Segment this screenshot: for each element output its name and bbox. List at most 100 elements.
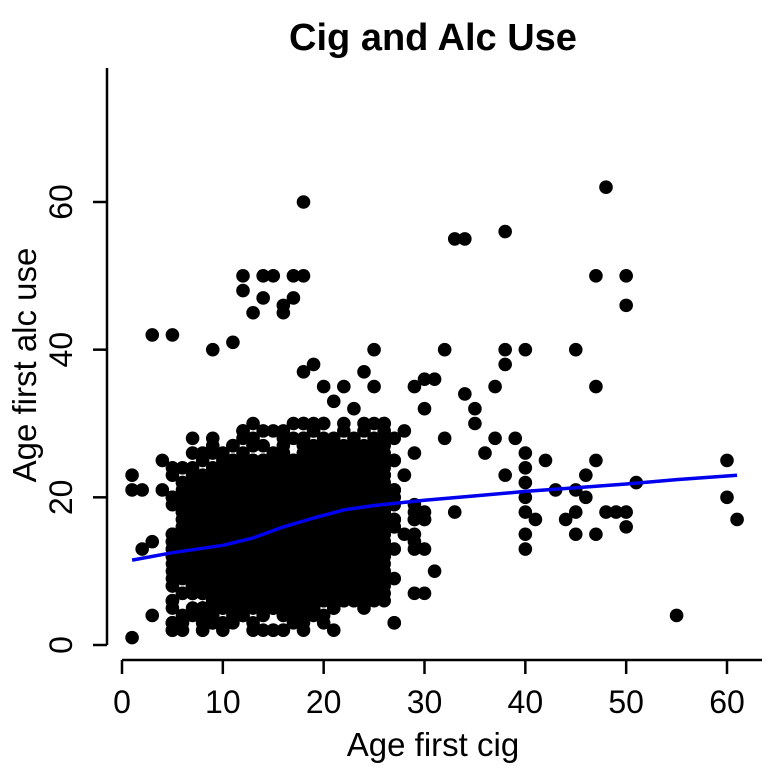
data-point — [498, 468, 512, 482]
data-point — [135, 542, 149, 556]
data-point — [145, 608, 160, 623]
data-point — [387, 431, 402, 446]
data-point — [387, 542, 402, 556]
data-point — [730, 512, 744, 527]
data-point — [407, 379, 422, 394]
data-point — [296, 446, 311, 460]
data-point — [266, 269, 281, 283]
data-point — [155, 453, 170, 468]
data-point — [296, 616, 311, 630]
data-point — [579, 468, 593, 482]
data-point — [286, 431, 301, 446]
data-point — [407, 534, 422, 549]
data-point — [236, 608, 250, 623]
data-point — [216, 468, 230, 482]
data-point — [367, 431, 381, 446]
data-point — [236, 431, 250, 446]
data-point — [558, 512, 573, 527]
data-point — [286, 608, 301, 623]
data-point — [226, 438, 240, 453]
data-point — [125, 483, 139, 497]
data-point — [125, 630, 139, 645]
data-point — [367, 416, 381, 431]
data-point — [397, 424, 412, 438]
data-point — [276, 453, 291, 468]
x-tick-label: 30 — [407, 684, 443, 720]
data-point — [266, 453, 281, 468]
data-point — [135, 483, 149, 497]
data-point — [387, 490, 402, 505]
data-point — [165, 328, 180, 342]
data-point — [286, 269, 301, 283]
data-point — [246, 623, 260, 638]
data-point — [518, 527, 533, 542]
data-point — [589, 379, 603, 394]
data-point — [185, 601, 200, 615]
data-point — [266, 623, 281, 638]
data-point — [165, 623, 180, 638]
data-point — [347, 438, 361, 453]
data-point — [357, 438, 371, 453]
data-point — [367, 342, 381, 357]
data-point — [387, 453, 402, 468]
x-tick-label: 10 — [205, 684, 241, 720]
data-point — [296, 195, 311, 209]
chart-title: Cig and Alc Use — [289, 17, 577, 59]
data-point — [589, 527, 603, 542]
data-point — [508, 431, 523, 446]
y-tick-label: 60 — [43, 184, 79, 220]
data-point — [599, 505, 613, 519]
data-point — [236, 461, 250, 475]
data-point — [175, 461, 190, 475]
data-point — [407, 512, 422, 527]
data-point — [165, 490, 180, 505]
data-point — [437, 431, 452, 446]
data-point — [296, 431, 311, 446]
data-point — [316, 446, 331, 460]
data-point — [619, 505, 633, 519]
data-point — [205, 616, 220, 630]
data-point — [296, 416, 311, 431]
data-point — [437, 342, 452, 357]
data-point — [205, 431, 220, 446]
data-point — [468, 416, 482, 431]
data-point — [568, 527, 583, 542]
data-point — [306, 446, 321, 460]
data-point — [669, 608, 684, 623]
data-point — [316, 379, 331, 394]
data-point — [195, 446, 210, 460]
data-point — [599, 180, 613, 195]
data-point — [256, 291, 270, 305]
data-point — [326, 394, 341, 409]
data-point — [286, 416, 301, 431]
data-point — [447, 232, 462, 246]
data-point — [397, 527, 412, 542]
data-point — [357, 424, 371, 438]
data-point — [145, 328, 160, 342]
data-point — [518, 461, 533, 475]
data-point — [256, 461, 270, 475]
data-point — [518, 342, 533, 357]
data-point — [609, 505, 623, 519]
axes-layer: 0 10 20 30 40 50 60 0 20 40 60 — [43, 68, 762, 720]
data-point — [498, 224, 512, 239]
data-point — [447, 505, 462, 519]
data-point — [347, 401, 361, 416]
data-point — [488, 379, 502, 394]
data-point — [256, 269, 270, 283]
data-point — [306, 424, 321, 438]
data-point — [216, 623, 230, 638]
data-point — [195, 601, 210, 615]
y-tick-label: 0 — [43, 636, 79, 654]
data-point — [387, 616, 402, 630]
data-point — [185, 431, 200, 446]
x-tick-label: 50 — [608, 684, 644, 720]
data-point — [397, 468, 412, 482]
data-point — [316, 616, 331, 630]
data-point — [286, 291, 301, 305]
data-point — [417, 372, 432, 387]
data-point — [458, 232, 472, 246]
data-point — [246, 431, 260, 446]
data-point — [337, 416, 351, 431]
data-point — [125, 468, 139, 482]
